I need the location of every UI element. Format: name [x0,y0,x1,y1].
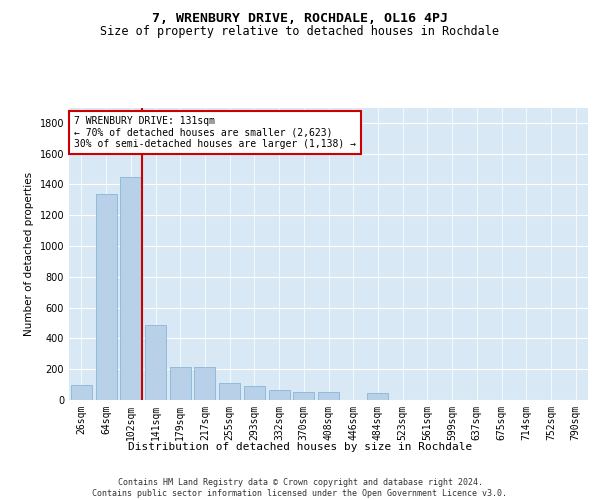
Bar [293,392,314,400]
Bar [367,393,388,400]
Bar [244,386,265,400]
Bar [145,324,166,400]
Text: Size of property relative to detached houses in Rochdale: Size of property relative to detached ho… [101,25,499,38]
Bar [219,383,240,400]
Bar [194,367,215,400]
Text: 7 WRENBURY DRIVE: 131sqm
← 70% of detached houses are smaller (2,623)
30% of sem: 7 WRENBURY DRIVE: 131sqm ← 70% of detach… [74,116,356,150]
Bar [120,177,141,400]
Y-axis label: Number of detached properties: Number of detached properties [24,172,34,336]
Bar [170,367,191,400]
Bar [95,194,116,400]
Bar [71,384,92,400]
Text: Distribution of detached houses by size in Rochdale: Distribution of detached houses by size … [128,442,472,452]
Text: 7, WRENBURY DRIVE, ROCHDALE, OL16 4PJ: 7, WRENBURY DRIVE, ROCHDALE, OL16 4PJ [152,12,448,26]
Text: Contains HM Land Registry data © Crown copyright and database right 2024.
Contai: Contains HM Land Registry data © Crown c… [92,478,508,498]
Bar [269,390,290,400]
Bar [318,392,339,400]
